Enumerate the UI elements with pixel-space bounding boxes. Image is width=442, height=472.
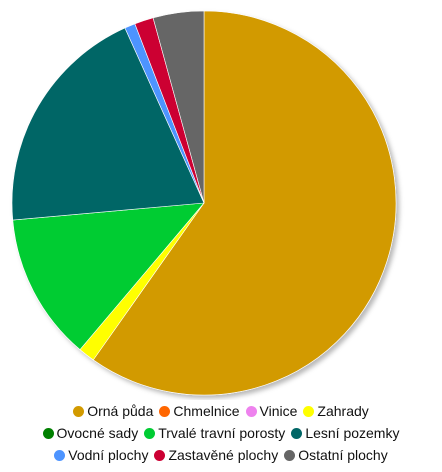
legend-color-dot [144, 427, 156, 439]
legend-item-lesni-pozemky: Lesní pozemky [291, 425, 399, 441]
legend-color-dot [284, 449, 296, 461]
legend-item-trvale-travni-porosty: Trvalé travní porosty [144, 425, 285, 441]
legend-row: Orná půda Chmelnice Vinice Zahrady [0, 400, 442, 422]
legend-label: Trvalé travní porosty [158, 425, 286, 441]
legend-item-vodni-plochy: Vodní plochy [54, 447, 148, 463]
legend-label: Zahrady [317, 403, 369, 419]
legend-item-chmelnice: Chmelnice [159, 403, 240, 419]
pie-chart [11, 10, 397, 396]
pie-slice-orna-puda [92, 10, 397, 396]
pie-slice-ostatni-plochy [152, 10, 205, 204]
legend-color-dot [73, 405, 85, 417]
pie-slice-lesni-pozemky [11, 27, 205, 221]
legend-label: Chmelnice [173, 403, 240, 419]
legend-item-ovocne-sady: Ovocné sady [42, 425, 139, 441]
legend-label: Lesní pozemky [305, 425, 400, 441]
legend-label: Orná půda [87, 403, 154, 419]
legend-item-orna-puda: Orná půda [73, 403, 153, 419]
legend-color-dot [154, 449, 166, 461]
legend-color-dot [245, 405, 257, 417]
legend-label: Ostatní plochy [298, 447, 388, 463]
legend-label: Ovocné sady [56, 425, 139, 441]
legend-color-dot [291, 427, 303, 439]
legend-color-dot [42, 427, 54, 439]
legend-item-zahrady: Zahrady [303, 403, 369, 419]
legend-row: Ovocné sady Trvalé travní porosty Lesní po… [0, 422, 442, 444]
legend-row: Vodní plochy Zastavěné plochy Ostatní ploc… [0, 444, 442, 466]
legend-color-dot [159, 405, 171, 417]
legend-label: Zastavěné plochy [168, 447, 279, 463]
legend-item-ostatni-plochy: Ostatní plochy [284, 447, 388, 463]
legend-item-vinice: Vinice [245, 403, 298, 419]
legend-item-zastavene-plochy: Zastavěné plochy [154, 447, 278, 463]
legend-color-dot [303, 405, 315, 417]
chart-legend: Orná půda Chmelnice Vinice Zahrady Ovocné sa… [0, 400, 442, 472]
legend-color-dot [54, 449, 66, 461]
legend-label: Vinice [259, 403, 298, 419]
pie-slice-trvale-travni-porosty [12, 202, 205, 351]
legend-label: Vodní plochy [68, 447, 149, 463]
pie-slices [11, 10, 397, 396]
